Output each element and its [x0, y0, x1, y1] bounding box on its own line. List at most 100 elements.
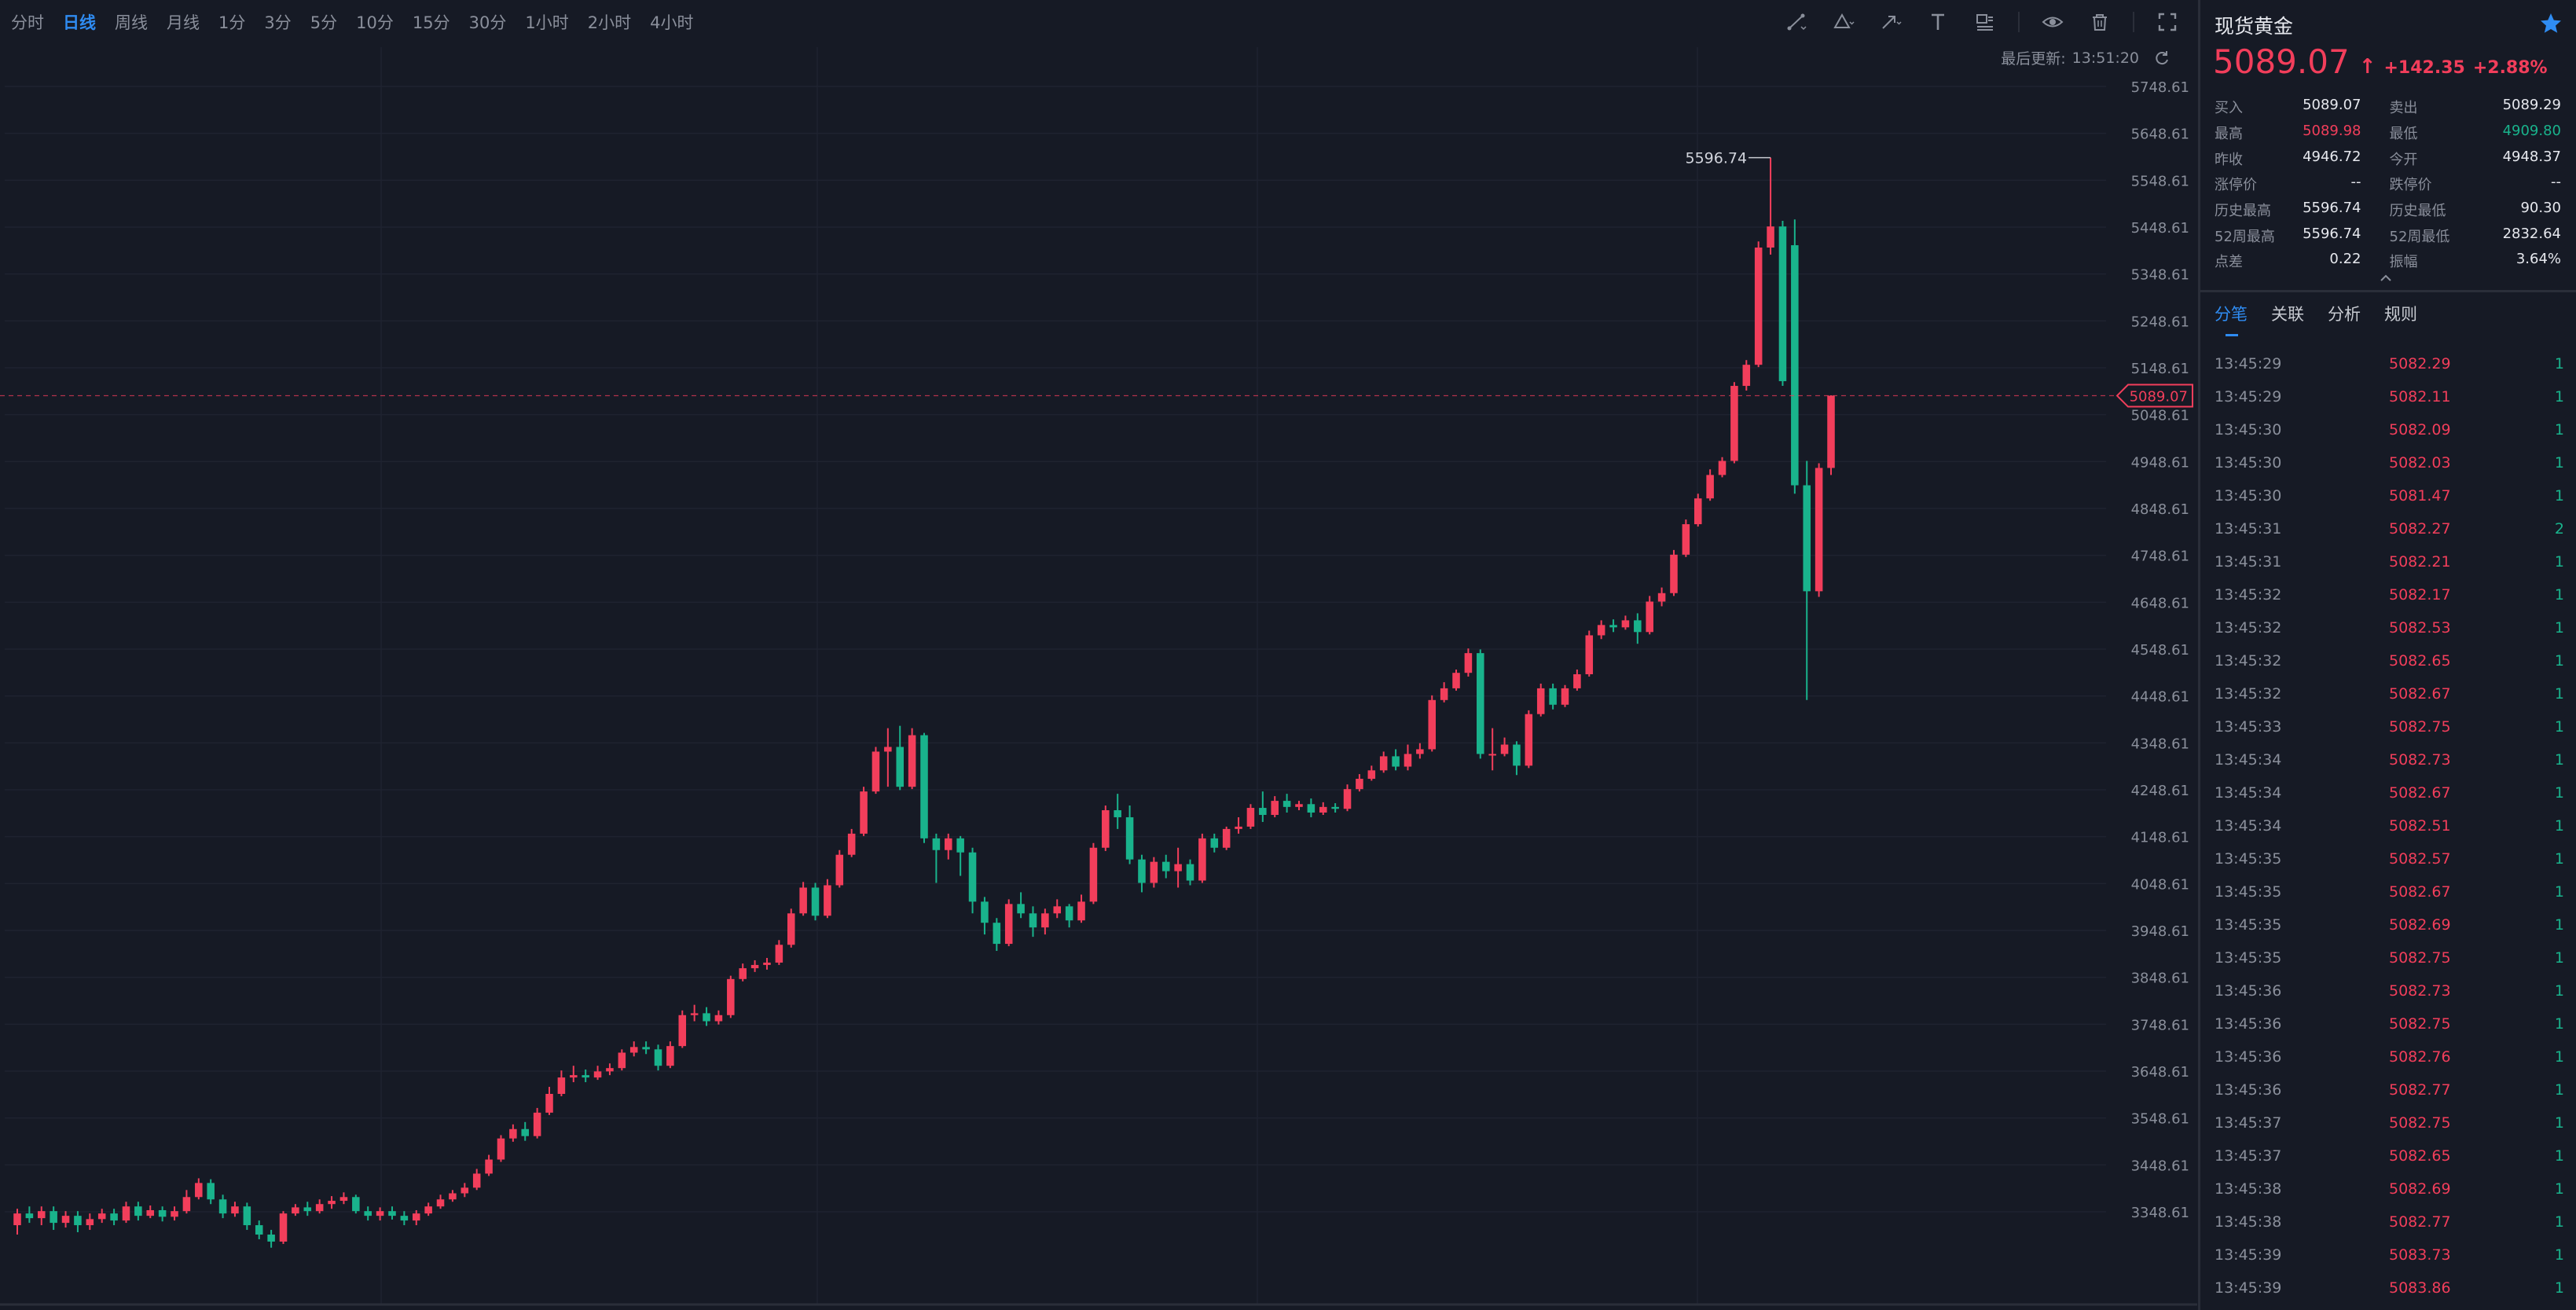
- trade-row: 13:45:29 5082.11 1: [2200, 380, 2576, 413]
- trade-volume: 1: [2554, 784, 2564, 802]
- timeframe-9[interactable]: 30分: [468, 13, 507, 32]
- drawing-tools: [1782, 8, 2182, 36]
- trade-volume: 1: [2554, 817, 2564, 835]
- timeframe-6[interactable]: 5分: [310, 13, 338, 32]
- trade-ticks-list[interactable]: 13:45:29 5082.29 1 13:45:29 5082.11 1 13:45:30…: [2200, 347, 2576, 1304]
- timeframe-8[interactable]: 15分: [412, 13, 450, 32]
- eye-icon[interactable]: [2038, 8, 2067, 36]
- timeframe-12[interactable]: 4小时: [650, 13, 694, 32]
- tab-2[interactable]: 分析: [2328, 305, 2361, 324]
- candle-body: [1609, 625, 1617, 628]
- candle-body: [1634, 620, 1642, 633]
- trendline-icon[interactable]: [1782, 8, 1811, 36]
- y-tick-label: 4048.61: [2131, 876, 2189, 893]
- trade-volume: 1: [2554, 949, 2564, 967]
- candle-body: [1670, 554, 1678, 593]
- panel-tabs: 分笔 关联 分析 规则: [2215, 302, 2417, 336]
- trade-volume: 1: [2554, 1180, 2564, 1198]
- trade-time: 13:45:36: [2215, 1081, 2282, 1099]
- trade-row: 13:45:35 5082.57 1: [2200, 842, 2576, 875]
- stat-cell: 涨停价 --: [2215, 174, 2390, 194]
- candle-body: [292, 1207, 299, 1214]
- trade-volume: 1: [2554, 454, 2564, 472]
- star-icon[interactable]: [2538, 11, 2563, 36]
- stat-cell: 买入 5089.07: [2215, 97, 2390, 117]
- trade-price: 5082.03: [2389, 454, 2451, 472]
- stat-cell: 历史最高 5596.74: [2215, 200, 2390, 220]
- candle-body: [582, 1075, 589, 1078]
- trade-price: 5082.75: [2389, 1114, 2451, 1132]
- y-tick-label: 4948.61: [2131, 454, 2189, 471]
- candle-body: [1017, 904, 1025, 914]
- toolbar-divider: [2018, 12, 2020, 32]
- timeframe-7[interactable]: 10分: [356, 13, 394, 32]
- trade-row: 13:45:38 5082.69 1: [2200, 1172, 2576, 1205]
- timeframe-3[interactable]: 月线: [167, 13, 200, 32]
- trade-row: 13:45:31 5082.21 1: [2200, 545, 2576, 578]
- indicator-icon[interactable]: [1971, 8, 1999, 36]
- candle-body: [1053, 906, 1062, 914]
- arrow-icon[interactable]: [1877, 8, 1905, 36]
- trade-volume: 1: [2554, 652, 2564, 670]
- candle-body: [727, 978, 735, 1015]
- trade-time: 13:45:34: [2215, 817, 2282, 835]
- timeframe-1[interactable]: 日线: [63, 13, 96, 32]
- candle-body: [1754, 248, 1763, 365]
- timeframe-10[interactable]: 1小时: [525, 13, 569, 32]
- timeframe-4[interactable]: 1分: [218, 13, 246, 32]
- tab-1[interactable]: 关联: [2271, 305, 2304, 324]
- refresh-icon[interactable]: [2153, 50, 2171, 67]
- fullscreen-icon[interactable]: [2153, 8, 2182, 36]
- stat-label: 涨停价: [2215, 177, 2257, 194]
- candlestick-chart[interactable]: 5748.61 5648.61 5548.61 5448.61 5348.61 5248.…: [0, 0, 2197, 1310]
- candle-body: [485, 1159, 493, 1174]
- stat-cell: 振幅 3.64%: [2390, 251, 2565, 271]
- trade-time: 13:45:31: [2215, 553, 2282, 571]
- candle-body: [1513, 744, 1521, 766]
- stat-value: 5089.29: [2502, 97, 2561, 114]
- trade-volume: 1: [2554, 1279, 2564, 1297]
- trade-time: 13:45:32: [2215, 586, 2282, 604]
- timeframe-0[interactable]: 分时: [11, 13, 44, 32]
- candle-body: [1114, 810, 1121, 817]
- stat-value: 3.64%: [2515, 251, 2561, 268]
- trade-time: 13:45:32: [2215, 619, 2282, 637]
- trade-price: 5082.77: [2389, 1081, 2451, 1099]
- trade-volume: 1: [2554, 421, 2564, 439]
- candle-body: [763, 962, 771, 965]
- stat-label: 52周最低: [2389, 228, 2450, 245]
- chart-pane[interactable]: 5748.61 5648.61 5548.61 5448.61 5348.61 5248.…: [0, 0, 2197, 1310]
- trade-time: 13:45:30: [2215, 454, 2282, 472]
- quote-stats: 买入 5089.07 卖出 5089.29 最高 5089.98 最低 4909.80 昨收 49…: [2215, 94, 2564, 274]
- trade-row: 13:45:36 5082.76 1: [2200, 1040, 2576, 1073]
- trade-time: 13:45:36: [2215, 1048, 2282, 1066]
- tab-0[interactable]: 分笔: [2215, 302, 2248, 336]
- candle-body: [97, 1213, 106, 1220]
- trash-icon[interactable]: [2086, 8, 2114, 36]
- y-tick-label: 4848.61: [2131, 501, 2189, 518]
- stat-value: 0.22: [2329, 251, 2361, 268]
- timeframe-2[interactable]: 周线: [115, 13, 148, 32]
- candle-body: [1404, 754, 1412, 767]
- change-percent: +2.88%: [2472, 58, 2548, 78]
- trade-row: 13:45:34 5082.73 1: [2200, 743, 2576, 776]
- candle-body: [1536, 688, 1545, 714]
- trade-volume: 1: [2554, 916, 2564, 934]
- candle-body: [1307, 804, 1316, 813]
- y-tick-label: 5048.61: [2131, 408, 2189, 424]
- trade-volume: 1: [2554, 1114, 2564, 1132]
- tab-3[interactable]: 规则: [2384, 305, 2417, 324]
- timeframe-11[interactable]: 2小时: [587, 13, 632, 32]
- stat-label: 历史最低: [2389, 203, 2446, 220]
- collapse-caret-icon[interactable]: [2378, 272, 2394, 284]
- y-tick-label: 5548.61: [2131, 173, 2189, 189]
- trade-time: 13:45:32: [2215, 685, 2282, 703]
- candle-body: [1367, 770, 1376, 780]
- text-icon[interactable]: [1924, 8, 1952, 36]
- trade-row: 13:45:35 5082.69 1: [2200, 908, 2576, 941]
- timeframe-5[interactable]: 3分: [264, 13, 292, 32]
- shape-icon[interactable]: [1829, 8, 1858, 36]
- candle-body: [122, 1206, 130, 1221]
- trade-price: 5082.75: [2389, 1015, 2451, 1033]
- trade-price: 5082.73: [2389, 982, 2451, 1000]
